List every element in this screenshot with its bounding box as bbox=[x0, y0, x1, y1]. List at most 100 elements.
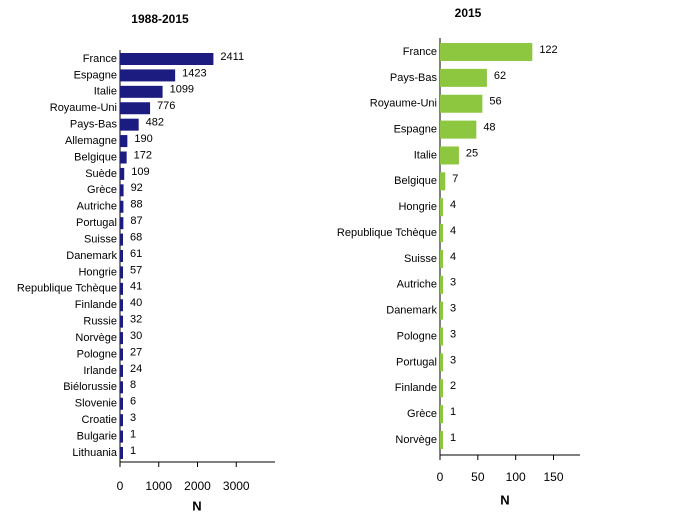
value-label: 61 bbox=[130, 248, 142, 260]
value-label: 1 bbox=[130, 428, 136, 440]
bar bbox=[120, 53, 214, 65]
bar bbox=[440, 431, 443, 449]
value-label: 2411 bbox=[220, 51, 244, 63]
y-tick-label: Hongrie bbox=[398, 201, 437, 213]
y-tick-label: Norvège bbox=[75, 332, 117, 344]
value-label: 3 bbox=[450, 277, 456, 289]
value-label: 3 bbox=[130, 412, 136, 424]
value-label: 1 bbox=[450, 432, 456, 444]
y-tick-label: Royaume-Uni bbox=[370, 98, 437, 110]
y-tick-label: Norvège bbox=[395, 434, 437, 446]
y-tick-label: Finlande bbox=[395, 382, 437, 394]
x-tick-label: 3000 bbox=[223, 479, 250, 493]
y-tick-label: Suède bbox=[85, 168, 117, 180]
y-tick-label: Italie bbox=[414, 149, 437, 161]
value-label: 56 bbox=[489, 96, 501, 108]
bar bbox=[440, 94, 483, 113]
value-label: 3 bbox=[450, 303, 456, 315]
bar bbox=[440, 146, 459, 165]
bar bbox=[440, 379, 443, 398]
y-tick-label: Suisse bbox=[404, 253, 437, 265]
value-label: 1 bbox=[130, 445, 136, 457]
x-tick-label: 2000 bbox=[184, 479, 211, 493]
chart-title: 2015 bbox=[455, 6, 482, 20]
value-label: 190 bbox=[134, 133, 152, 145]
y-tick-label: Italie bbox=[94, 86, 117, 98]
bar bbox=[120, 118, 139, 131]
bar bbox=[440, 172, 446, 191]
bar bbox=[120, 69, 176, 82]
value-label: 4 bbox=[450, 199, 456, 211]
y-tick-label: Croatie bbox=[82, 414, 117, 426]
bar bbox=[440, 353, 443, 372]
bar bbox=[440, 120, 477, 139]
value-label: 57 bbox=[130, 264, 142, 276]
bar bbox=[120, 250, 123, 262]
y-tick-label: Espagne bbox=[394, 124, 437, 136]
y-tick-label: Lithuania bbox=[72, 447, 118, 459]
value-label: 62 bbox=[494, 70, 506, 82]
value-label: 2 bbox=[450, 380, 456, 392]
y-tick-label: Pays-Bas bbox=[390, 72, 438, 84]
y-tick-label: Pays-Bas bbox=[70, 119, 118, 131]
x-tick-label: 0 bbox=[117, 479, 124, 493]
bar bbox=[120, 85, 163, 98]
x-tick-label: 1000 bbox=[145, 479, 172, 493]
value-label: 32 bbox=[130, 314, 142, 326]
y-tick-label: Finlande bbox=[75, 299, 117, 311]
y-tick-label: Russie bbox=[83, 316, 117, 328]
value-label: 482 bbox=[146, 117, 164, 129]
bar bbox=[120, 217, 124, 230]
value-label: 1 bbox=[450, 406, 456, 418]
value-label: 109 bbox=[131, 166, 149, 178]
bar bbox=[120, 299, 123, 312]
value-label: 4 bbox=[450, 225, 456, 237]
value-label: 3 bbox=[450, 328, 456, 340]
bar bbox=[120, 381, 123, 394]
y-tick-label: Allemagne bbox=[65, 135, 117, 147]
value-label: 7 bbox=[452, 173, 458, 185]
y-tick-label: Danemark bbox=[66, 250, 117, 262]
bar bbox=[120, 414, 123, 427]
value-label: 122 bbox=[539, 44, 557, 56]
bar bbox=[440, 249, 444, 268]
y-tick-label: Portugal bbox=[396, 356, 437, 368]
value-label: 8 bbox=[130, 379, 136, 391]
y-tick-label: Suisse bbox=[84, 233, 117, 245]
bar bbox=[120, 167, 125, 180]
y-tick-label: Irlande bbox=[83, 365, 117, 377]
y-tick-label: Royaume-Uni bbox=[50, 102, 117, 114]
y-tick-label: Grèce bbox=[87, 184, 117, 196]
value-label: 30 bbox=[130, 330, 142, 342]
bar bbox=[120, 184, 124, 197]
y-tick-label: Biélorussie bbox=[63, 381, 117, 393]
value-label: 87 bbox=[130, 215, 142, 227]
value-label: 6 bbox=[130, 396, 136, 408]
bar bbox=[440, 68, 487, 87]
y-tick-label: Espagne bbox=[74, 69, 117, 81]
x-tick-label: 150 bbox=[543, 470, 563, 484]
x-axis-label: N bbox=[500, 492, 509, 507]
value-label: 27 bbox=[130, 346, 142, 358]
y-tick-label: Portugal bbox=[76, 217, 117, 229]
bar bbox=[120, 151, 127, 164]
bar bbox=[440, 405, 443, 424]
y-tick-label: Grèce bbox=[407, 408, 437, 420]
x-axis-label: N bbox=[192, 498, 201, 513]
bar bbox=[120, 266, 123, 279]
value-label: 68 bbox=[130, 231, 142, 243]
bar bbox=[120, 447, 123, 459]
y-tick-label: Bulgarie bbox=[77, 430, 117, 442]
bar bbox=[120, 397, 123, 410]
x-tick-label: 100 bbox=[506, 470, 526, 484]
bar bbox=[440, 275, 443, 294]
bar bbox=[120, 102, 151, 115]
bar bbox=[120, 135, 128, 148]
bar bbox=[120, 348, 123, 361]
y-tick-label: Republique Tchèque bbox=[337, 227, 437, 239]
y-tick-label: Pologne bbox=[397, 330, 437, 342]
value-label: 92 bbox=[131, 182, 143, 194]
value-label: 172 bbox=[134, 149, 152, 161]
bar bbox=[120, 364, 123, 377]
